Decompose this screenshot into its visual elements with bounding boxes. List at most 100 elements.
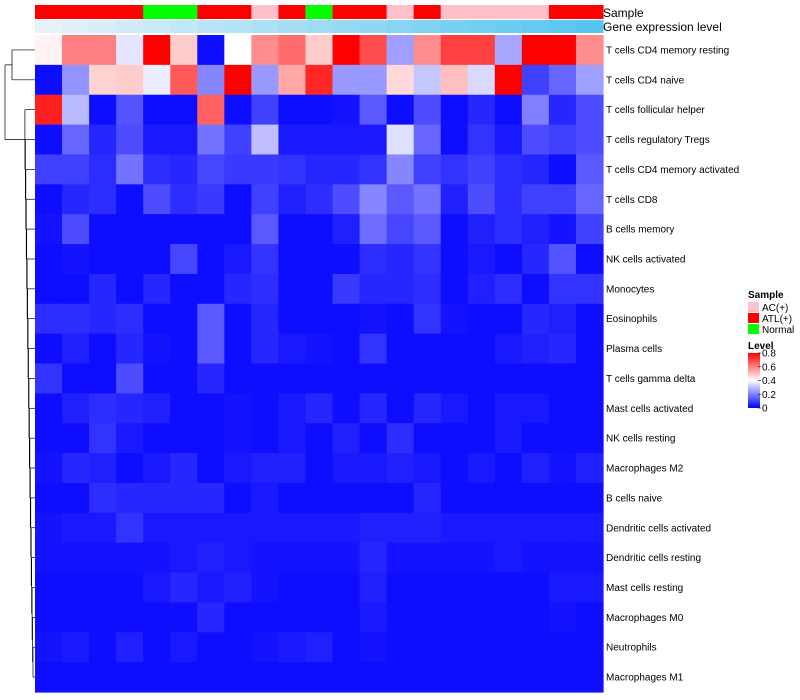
legend-swatch	[748, 313, 759, 323]
heatmap-cell	[116, 244, 144, 275]
heatmap-cell	[278, 35, 307, 66]
heatmap-cell	[62, 154, 90, 185]
expression-track-cell	[224, 20, 252, 33]
heatmap-cell	[467, 393, 496, 424]
heatmap-cell	[413, 94, 442, 126]
heatmap-cell	[224, 184, 252, 215]
heatmap-cell	[386, 303, 415, 335]
heatmap-cell	[332, 482, 361, 514]
heatmap-cell	[35, 542, 63, 574]
heatmap-cell	[116, 393, 144, 424]
heatmap-cell	[494, 214, 523, 245]
heatmap-cell	[305, 94, 334, 126]
heatmap-cell	[467, 244, 496, 275]
heatmap-cell	[278, 363, 307, 394]
heatmap-cell	[521, 184, 550, 215]
heatmap-cell	[251, 64, 280, 96]
heatmap-cell	[251, 333, 280, 365]
heatmap-cell	[197, 64, 225, 96]
heatmap-cell	[332, 512, 361, 544]
heatmap-cell	[413, 214, 442, 245]
heatmap-cell	[278, 124, 307, 156]
heatmap-cell	[35, 393, 63, 424]
heatmap-cell	[224, 303, 252, 335]
heatmap-cell	[278, 662, 307, 693]
heatmap-cell	[332, 273, 361, 305]
heatmap-cell	[386, 124, 415, 156]
heatmap-cell	[251, 453, 280, 484]
row-label: T cells gamma delta	[606, 374, 696, 385]
heatmap-cell	[467, 35, 496, 66]
heatmap-cell	[197, 184, 225, 215]
heatmap-cell	[575, 512, 604, 544]
heatmap-cell	[170, 632, 198, 663]
heatmap-cell	[386, 632, 415, 663]
legend-swatch	[748, 302, 759, 312]
heatmap-cell	[251, 154, 280, 185]
heatmap-cell	[359, 572, 388, 604]
heatmap-cell	[467, 303, 496, 335]
heatmap-cell	[386, 482, 415, 514]
heatmap-cell	[89, 94, 117, 126]
heatmap-cell	[116, 632, 144, 663]
heatmap-cell	[143, 333, 171, 365]
expression-track-cell	[35, 20, 63, 33]
heatmap-cell	[224, 94, 252, 126]
sample-track-cell	[116, 5, 144, 19]
heatmap-cell	[467, 214, 496, 245]
heatmap-cell	[170, 453, 198, 484]
expression-track-label: Gene expression level	[603, 20, 722, 34]
heatmap-cell	[89, 303, 117, 335]
heatmap-cell	[35, 35, 63, 66]
heatmap-cell	[305, 632, 334, 663]
heatmap-cell	[278, 602, 307, 633]
heatmap-cell	[35, 64, 63, 96]
sample-track-cell	[62, 5, 90, 19]
heatmap-cell	[413, 453, 442, 484]
sample-track-cell	[413, 5, 442, 19]
heatmap-cell	[521, 35, 550, 66]
legend: Sample AC(+)ATL(+)Normal Level 0.8 0.6 0.4…	[748, 290, 794, 415]
expression-track-cell	[62, 20, 90, 33]
heatmap-cell	[89, 542, 117, 574]
heatmap-cell	[548, 184, 577, 215]
expression-track-cell	[305, 20, 334, 33]
expression-track-cell	[413, 20, 442, 33]
heatmap-cell	[305, 572, 334, 604]
heatmap-cell	[548, 662, 577, 693]
heatmap-cell	[224, 273, 252, 305]
legend-sample-items: AC(+)ATL(+)Normal	[748, 302, 794, 336]
heatmap-cell	[197, 303, 225, 335]
heatmap-cell	[413, 482, 442, 514]
heatmap-cell	[170, 542, 198, 574]
heatmap-cell	[278, 94, 307, 126]
heatmap-cell	[494, 512, 523, 544]
heatmap-cell	[440, 602, 469, 633]
heatmap-cell	[62, 632, 90, 663]
heatmap-cell	[89, 512, 117, 544]
sample-track-cell	[224, 5, 252, 19]
heatmap-cell	[278, 273, 307, 305]
heatmap-cell	[224, 602, 252, 633]
heatmap-cell	[575, 423, 604, 454]
row-label: Plasma cells	[606, 344, 662, 355]
heatmap-cell	[440, 214, 469, 245]
heatmap-cell	[305, 542, 334, 574]
heatmap-cell	[359, 423, 388, 454]
heatmap-cell	[332, 94, 361, 126]
heatmap-cell	[224, 393, 252, 424]
heatmap-cell	[224, 453, 252, 484]
heatmap-cell	[359, 453, 388, 484]
heatmap-cell	[170, 423, 198, 454]
heatmap-cell	[440, 363, 469, 394]
row-label: NK cells activated	[606, 254, 685, 265]
row-label: T cells CD8	[606, 195, 658, 206]
heatmap-cell	[575, 482, 604, 514]
heatmap-cell	[305, 303, 334, 335]
heatmap-cell	[359, 273, 388, 305]
heatmap-cell	[116, 94, 144, 126]
heatmap-cell	[440, 542, 469, 574]
heatmap-cell	[332, 393, 361, 424]
heatmap-cell	[521, 94, 550, 126]
heatmap-cell	[494, 482, 523, 514]
